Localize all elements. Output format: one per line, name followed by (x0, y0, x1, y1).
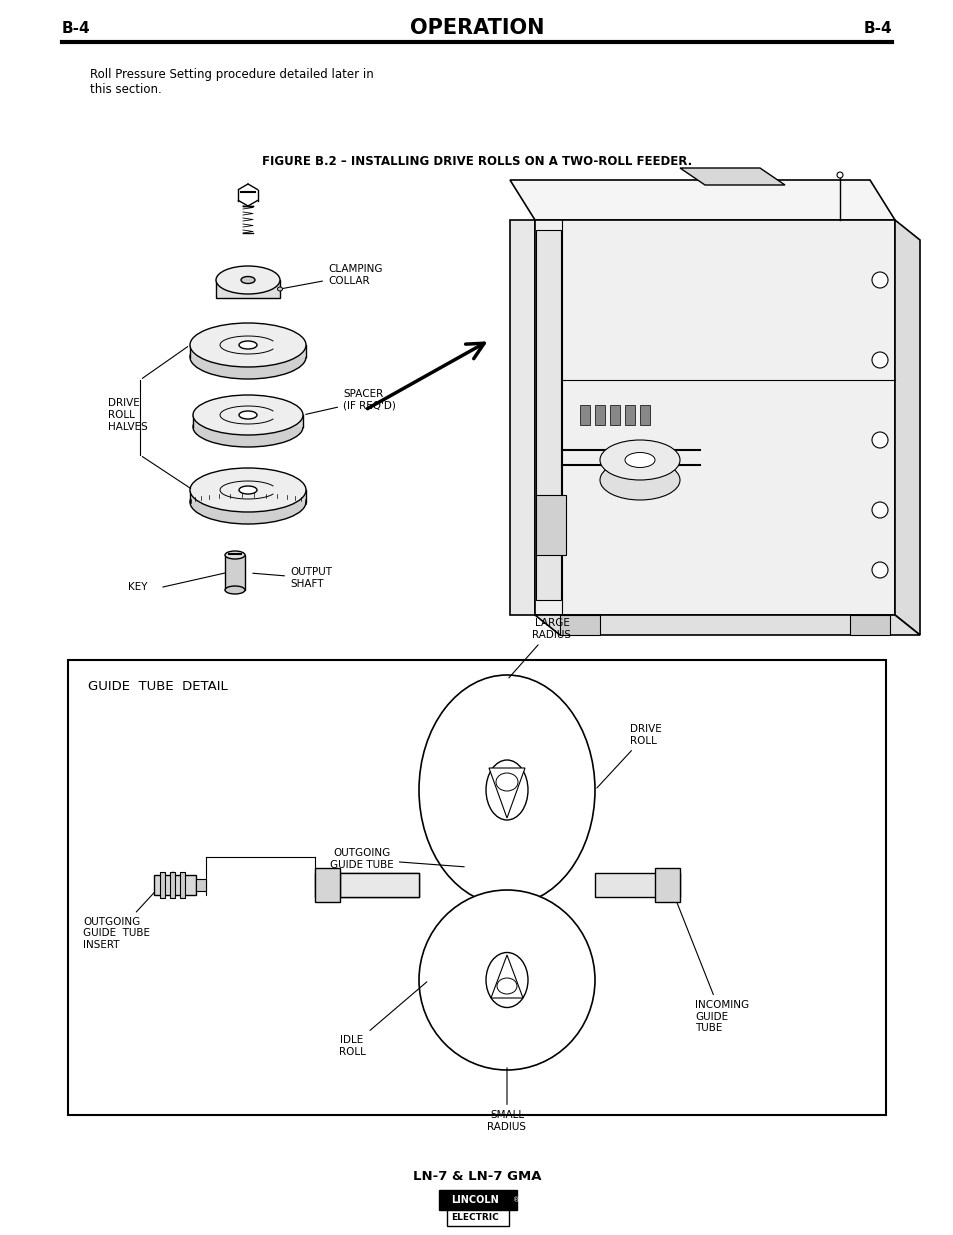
Text: LARGE
RADIUS: LARGE RADIUS (508, 619, 571, 678)
Bar (314, 873, 418, 897)
Bar (447, 1210, 509, 1226)
Bar (639, 405, 649, 425)
Text: LN-7 & LN-7 GMA: LN-7 & LN-7 GMA (413, 1170, 540, 1183)
Text: B-4: B-4 (862, 21, 891, 36)
Ellipse shape (241, 277, 254, 284)
Bar (536, 495, 565, 555)
Text: CLAMPING
COLLAR: CLAMPING COLLAR (282, 264, 382, 289)
Polygon shape (849, 615, 889, 635)
Polygon shape (489, 768, 524, 818)
Bar (655, 868, 679, 902)
Text: OUTGOING
GUIDE TUBE: OUTGOING GUIDE TUBE (330, 848, 464, 869)
Ellipse shape (871, 272, 887, 288)
Ellipse shape (418, 890, 595, 1070)
Ellipse shape (239, 411, 256, 419)
Bar (595, 405, 604, 425)
Bar (595, 873, 679, 897)
Bar (225, 555, 245, 590)
Text: SPACER
(IF REQ'D): SPACER (IF REQ'D) (305, 389, 395, 415)
Bar (314, 868, 339, 902)
Bar (193, 415, 303, 427)
Text: OUTPUT
SHAFT: OUTPUT SHAFT (253, 567, 332, 589)
Ellipse shape (193, 395, 303, 435)
Bar (579, 405, 589, 425)
Ellipse shape (225, 551, 245, 559)
Text: KEY: KEY (128, 582, 148, 592)
Text: DRIVE
ROLL
HALVES: DRIVE ROLL HALVES (108, 399, 148, 431)
Ellipse shape (871, 501, 887, 517)
Text: DRIVE
ROLL: DRIVE ROLL (597, 724, 661, 788)
Text: ®: ® (513, 1197, 519, 1203)
Bar (180, 872, 185, 898)
Text: IDLE
ROLL: IDLE ROLL (338, 982, 426, 1057)
Bar (438, 1191, 517, 1210)
Polygon shape (491, 955, 522, 998)
Ellipse shape (836, 172, 842, 178)
Ellipse shape (485, 952, 527, 1008)
Ellipse shape (277, 287, 282, 291)
Ellipse shape (624, 452, 655, 468)
Ellipse shape (239, 341, 256, 350)
Bar (153, 876, 195, 895)
Bar (609, 405, 619, 425)
Text: this section.: this section. (90, 83, 162, 96)
Ellipse shape (215, 266, 280, 294)
Polygon shape (510, 220, 535, 615)
Bar (339, 873, 418, 897)
Ellipse shape (239, 487, 256, 494)
Ellipse shape (871, 562, 887, 578)
Text: Roll Pressure Setting procedure detailed later in: Roll Pressure Setting procedure detailed… (90, 68, 374, 82)
Ellipse shape (190, 480, 306, 524)
Polygon shape (535, 220, 894, 615)
Text: FIGURE B.2 – INSTALLING DRIVE ROLLS ON A TWO-ROLL FEEDER.: FIGURE B.2 – INSTALLING DRIVE ROLLS ON A… (262, 156, 691, 168)
Text: INCOMING
GUIDE
TUBE: INCOMING GUIDE TUBE (670, 888, 748, 1034)
Ellipse shape (599, 459, 679, 500)
Ellipse shape (496, 773, 517, 790)
Bar (170, 872, 174, 898)
Ellipse shape (599, 440, 679, 480)
Ellipse shape (190, 335, 306, 379)
Polygon shape (559, 615, 599, 635)
FancyBboxPatch shape (215, 280, 280, 298)
Bar (536, 230, 560, 600)
Text: SMALL
RADIUS: SMALL RADIUS (487, 1068, 526, 1131)
Ellipse shape (190, 468, 306, 513)
Bar (190, 345, 306, 357)
Text: OPERATION: OPERATION (410, 19, 543, 38)
Ellipse shape (193, 408, 303, 447)
Ellipse shape (225, 585, 245, 594)
Ellipse shape (871, 352, 887, 368)
Polygon shape (535, 615, 919, 635)
Text: OUTGOING
GUIDE  TUBE
INSERT: OUTGOING GUIDE TUBE INSERT (83, 872, 172, 950)
Bar (190, 490, 306, 501)
Polygon shape (510, 180, 894, 220)
Ellipse shape (190, 324, 306, 367)
Bar (195, 879, 206, 890)
Text: LINCOLN: LINCOLN (451, 1195, 498, 1205)
Bar (68, 659, 885, 1115)
Bar (624, 405, 635, 425)
Text: B-4: B-4 (62, 21, 91, 36)
Bar (160, 872, 165, 898)
Ellipse shape (497, 978, 517, 994)
Ellipse shape (485, 760, 527, 820)
Polygon shape (894, 220, 919, 635)
Text: GUIDE  TUBE  DETAIL: GUIDE TUBE DETAIL (88, 680, 228, 693)
Ellipse shape (871, 432, 887, 448)
Ellipse shape (418, 676, 595, 905)
Text: ELECTRIC: ELECTRIC (451, 1214, 498, 1223)
Polygon shape (679, 168, 784, 185)
